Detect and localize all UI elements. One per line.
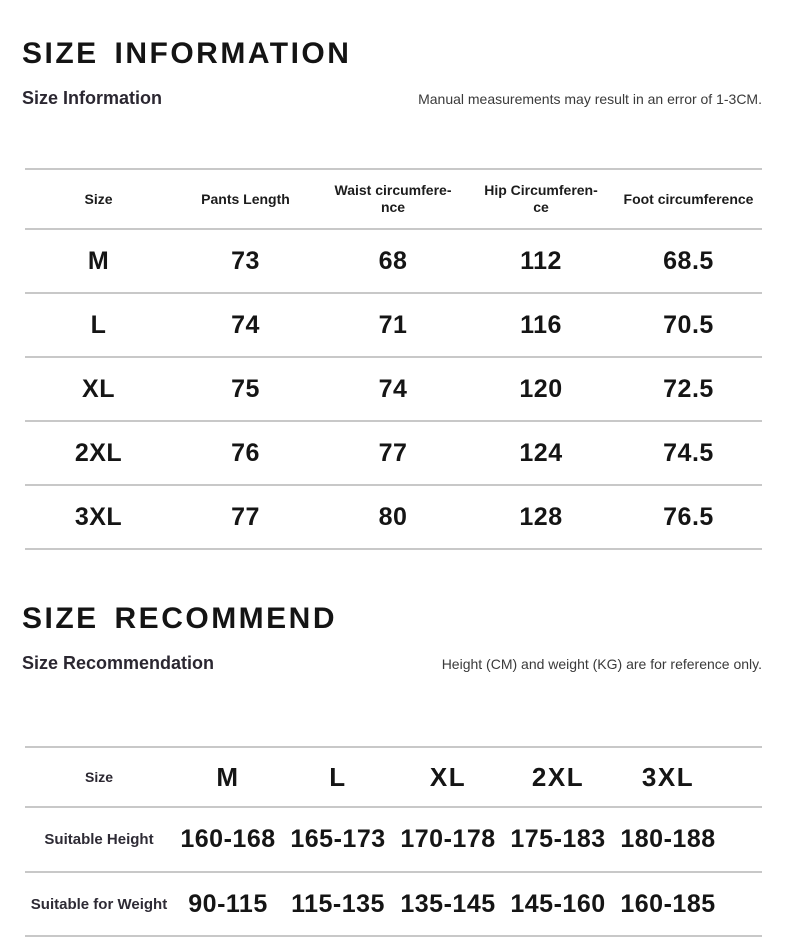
foot-cell: 70.5 bbox=[663, 310, 714, 339]
hip-cell: 120 bbox=[519, 374, 563, 403]
size-cell: XL bbox=[82, 374, 115, 403]
size-information-subrow: Size Information Manual measurements may… bbox=[22, 88, 762, 110]
pants-length-cell: 77 bbox=[231, 502, 260, 531]
height-range-cell: 170-178 bbox=[400, 825, 496, 853]
column-header-foot: Foot circumference bbox=[623, 190, 754, 207]
size-information-subheading: Size Information bbox=[22, 88, 163, 108]
waist-cell: 77 bbox=[378, 438, 408, 467]
waist-cell: 74 bbox=[378, 374, 408, 403]
waist-cell: 68 bbox=[378, 246, 408, 275]
weight-range-cell: 160-185 bbox=[620, 889, 716, 918]
pants-length-cell: 76 bbox=[231, 438, 260, 467]
foot-cell: 68.5 bbox=[663, 246, 714, 275]
size-cell: 3XL bbox=[74, 502, 123, 531]
size-information-heading: SIZE INFORMATION bbox=[22, 37, 352, 70]
pants-length-cell: 73 bbox=[231, 246, 260, 275]
height-range-cell: 165-173 bbox=[290, 825, 386, 853]
column-header-size: Size bbox=[84, 190, 113, 207]
row-label: Suitable Height bbox=[44, 831, 154, 848]
size-recommend-table: Size M L XL 2XL 3XL Suitable Height 160-… bbox=[25, 746, 762, 937]
pants-length-cell: 75 bbox=[231, 374, 260, 403]
measurement-error-note: Manual measurements may result in an err… bbox=[418, 91, 762, 107]
foot-cell: 76.5 bbox=[663, 502, 714, 531]
table-row: 2XL 76 77 124 74.5 bbox=[25, 421, 762, 485]
column-header-l: L bbox=[329, 761, 347, 792]
size-recommend-heading: SIZE RECOMMEND bbox=[22, 602, 338, 635]
suitable-height-row: Suitable Height 160-168 165-173 170-178 … bbox=[25, 807, 762, 872]
size-cell: 2XL bbox=[74, 438, 123, 467]
hip-cell: 112 bbox=[520, 246, 562, 275]
table-row: M 73 68 112 68.5 bbox=[25, 229, 762, 293]
hip-cell: 124 bbox=[519, 438, 563, 467]
size-recommend-subrow: Size Recommendation Height (CM) and weig… bbox=[22, 653, 762, 675]
measurements-header-row: Size Pants Length Waist circumfere- nce … bbox=[25, 169, 762, 229]
column-header-pants-length: Pants Length bbox=[201, 190, 290, 207]
hip-cell: 128 bbox=[519, 502, 563, 531]
waist-cell: 71 bbox=[378, 310, 408, 339]
foot-cell: 72.5 bbox=[663, 374, 714, 403]
column-header-2xl: 2XL bbox=[531, 761, 585, 792]
spacer-cell bbox=[723, 807, 762, 872]
recommend-header-row: Size M L XL 2XL 3XL bbox=[25, 747, 762, 807]
column-header-waist: Waist circumfere- nce bbox=[334, 182, 452, 215]
hip-cell: 116 bbox=[520, 310, 562, 339]
weight-range-cell: 145-160 bbox=[510, 889, 606, 918]
size-cell: M bbox=[87, 246, 110, 275]
column-header-xl: XL bbox=[429, 761, 467, 792]
weight-range-cell: 115-135 bbox=[291, 889, 385, 918]
spacer-cell bbox=[723, 747, 762, 807]
size-measurements-table: Size Pants Length Waist circumfere- nce … bbox=[25, 168, 762, 550]
height-range-cell: 180-188 bbox=[620, 825, 716, 853]
pants-length-cell: 74 bbox=[231, 310, 260, 339]
foot-cell: 74.5 bbox=[663, 438, 714, 467]
spacer-cell bbox=[723, 872, 762, 936]
weight-range-cell: 135-145 bbox=[400, 889, 496, 918]
suitable-weight-row: Suitable for Weight 90-115 115-135 135-1… bbox=[25, 872, 762, 936]
table-row: XL 75 74 120 72.5 bbox=[25, 357, 762, 421]
table-row: L 74 71 116 70.5 bbox=[25, 293, 762, 357]
column-header-hip: Hip Circumferen- ce bbox=[484, 182, 598, 215]
row-label: Suitable for Weight bbox=[30, 895, 168, 913]
column-header-m: M bbox=[216, 761, 240, 792]
height-range-cell: 160-168 bbox=[180, 825, 276, 853]
size-cell: L bbox=[90, 310, 107, 339]
table-row: 3XL 77 80 128 76.5 bbox=[25, 485, 762, 549]
column-header-size: Size bbox=[84, 769, 113, 785]
column-header-3xl: 3XL bbox=[641, 761, 695, 792]
reference-only-note: Height (CM) and weight (KG) are for refe… bbox=[441, 656, 762, 672]
waist-cell: 80 bbox=[378, 502, 408, 531]
weight-range-cell: 90-115 bbox=[188, 889, 268, 918]
height-range-cell: 175-183 bbox=[510, 825, 606, 853]
size-recommend-subheading: Size Recommendation bbox=[22, 653, 215, 673]
